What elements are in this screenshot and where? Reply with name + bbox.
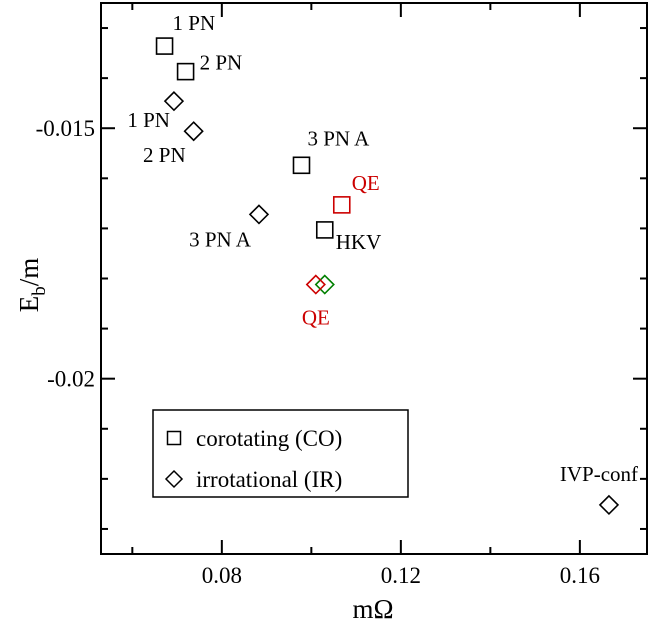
x-tick-label: 0.08 bbox=[202, 563, 242, 588]
y-axis-label-sub: b bbox=[29, 286, 50, 296]
y-axis-label-tail: /m bbox=[14, 258, 44, 287]
legend-square-marker bbox=[166, 430, 182, 446]
point-label: 2 PN bbox=[200, 51, 243, 75]
point-label: QE bbox=[302, 306, 330, 330]
point-label: QE bbox=[352, 171, 380, 195]
axis-ticks bbox=[101, 3, 647, 554]
square-marker bbox=[315, 221, 334, 239]
y-tick-label: -0.015 bbox=[36, 116, 95, 141]
point-label: HKV bbox=[336, 230, 382, 254]
legend-diamond-marker bbox=[164, 469, 184, 489]
diamond-marker bbox=[598, 494, 620, 516]
data-point-labels: 1 PN 2 PN 1 PN 2 PN 3 PN A 3 PN A QE HKV QE IVP-c… bbox=[127, 11, 638, 486]
point-label: IVP-conf bbox=[560, 462, 638, 486]
point-label: 2 PN bbox=[143, 143, 186, 167]
x-axis-label: mΩ bbox=[352, 594, 393, 624]
square-marker bbox=[155, 37, 174, 55]
diamond-marker bbox=[248, 204, 270, 225]
point-label: 3 PN A bbox=[307, 126, 370, 150]
point-label: 3 PN A bbox=[189, 227, 252, 251]
data-points bbox=[155, 37, 620, 516]
y-axis-label: Eb/m bbox=[14, 258, 50, 313]
y-tick-label: -0.02 bbox=[47, 367, 95, 392]
axis-tick-labels: 0.08 0.12 0.16 -0.015 -0.02 bbox=[36, 116, 600, 588]
diamond-marker bbox=[314, 274, 335, 295]
square-marker bbox=[332, 196, 351, 214]
y-axis-label-main: E bbox=[14, 296, 44, 313]
legend-box bbox=[152, 409, 409, 498]
diamond-marker bbox=[305, 274, 326, 295]
point-label: 1 PN bbox=[173, 11, 216, 35]
x-tick-label: 0.16 bbox=[560, 563, 600, 588]
legend-entry-irrotational: irrotational (IR) bbox=[196, 467, 342, 492]
diamond-marker bbox=[163, 91, 185, 112]
legend-entry-corotating: corotating (CO) bbox=[196, 426, 342, 451]
x-tick-label: 0.12 bbox=[381, 563, 421, 588]
square-marker bbox=[292, 156, 311, 175]
square-marker bbox=[176, 62, 195, 81]
legend: corotating (CO) irrotational (IR) bbox=[152, 409, 409, 498]
point-label: 1 PN bbox=[127, 108, 170, 132]
diamond-marker bbox=[183, 121, 204, 142]
